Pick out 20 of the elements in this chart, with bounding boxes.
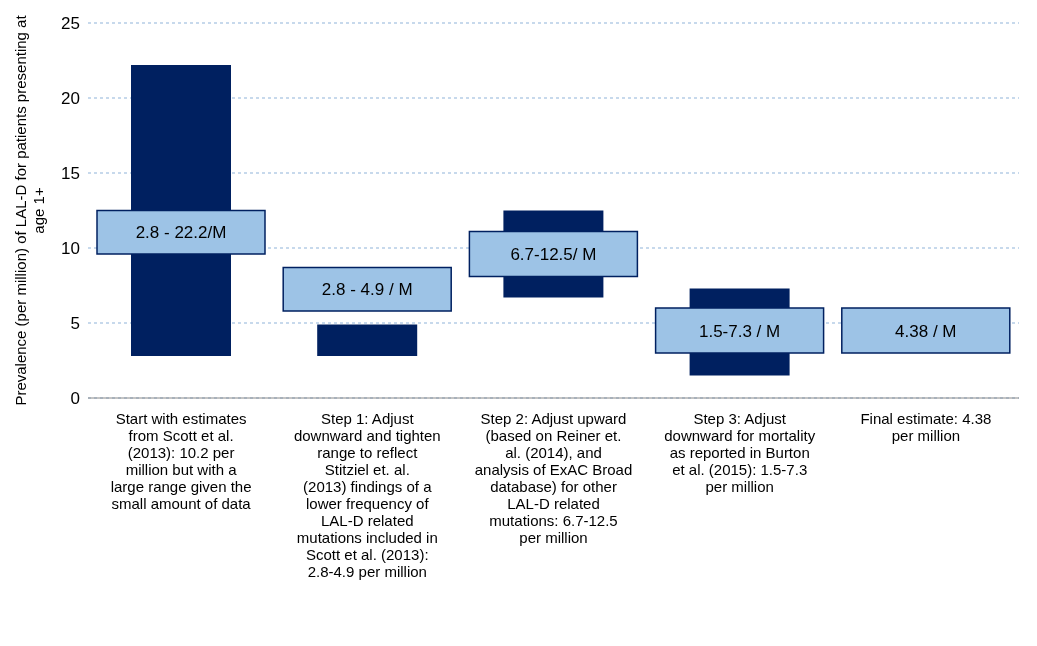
y-tick-label: 20 xyxy=(61,89,80,109)
annotation: 4.38 / M xyxy=(895,321,957,341)
y-tick-label: 15 xyxy=(61,164,80,184)
annotation: 2.8 - 22.2/M xyxy=(135,223,227,243)
x-tick-label: Step 2: Adjust upward (based on Reiner et. al. (2014), and analysis of ExAC Broad database) for other LAL-D related mutations: 6.7-12.5 per million xyxy=(474,410,633,546)
annotation: 2.8 - 4.9 / M xyxy=(321,280,413,300)
annotation: 1.5-7.3 / M xyxy=(698,321,781,341)
bar xyxy=(282,266,452,312)
bar xyxy=(317,324,418,356)
y-axis-title: Prevalence (per million) of LAL-D for patients presenting at age 1+ xyxy=(12,14,47,406)
bar xyxy=(841,307,1011,354)
x-tick-label: Final estimate: 4.38 per million xyxy=(860,410,992,444)
y-tick-label: 0 xyxy=(70,389,80,409)
annotation: 6.7-12.5/ M xyxy=(510,245,597,264)
x-tick-label: Start with estimates from Scott et al. (2013): 10.2 per million but with a large range given the small amount of data xyxy=(110,410,252,512)
x-tick-label: Step 3: Adjust downward for mortality as reported in Burton et al. (2015): 1.5-7.3 per million xyxy=(664,410,816,495)
y-tick-label: 5 xyxy=(70,314,80,334)
category-label: Step 1: Adjust downward and tighten range to reflect Stitziel et. al. (2013) findings of a lower frequency of LAL-D related mutations included in Scott et al. (2013): 2.8-4.9 per million xyxy=(293,410,441,580)
y-tick-label: 25 xyxy=(61,14,80,34)
y-tick-label: 10 xyxy=(61,239,80,259)
